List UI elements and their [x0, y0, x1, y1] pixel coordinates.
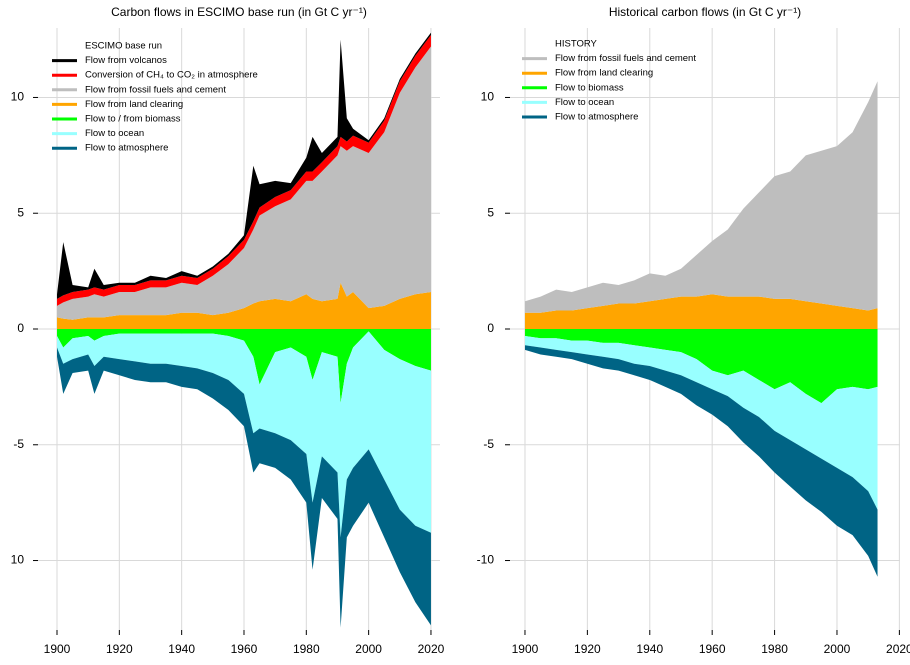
y-tick-label: 0: [487, 321, 494, 335]
area: [524, 329, 878, 404]
area: [524, 81, 878, 313]
x-tick-label: 1980: [293, 642, 320, 656]
area: [524, 335, 878, 510]
y-tick-label: 10: [11, 553, 25, 567]
area: [57, 282, 431, 329]
areas: [524, 81, 878, 577]
y-tick-label: 5: [487, 205, 494, 219]
legend-label: Flow to biomass: [555, 82, 624, 93]
x-tick-label: 1900: [44, 642, 71, 656]
y-tick-label: -5: [13, 437, 24, 451]
area: [57, 32, 431, 299]
chart-title: Carbon flows in ESCIMO base run (in Gt C…: [111, 5, 367, 19]
x-tick-label: 1940: [168, 642, 195, 656]
legend-label: Flow to / from biomass: [85, 114, 181, 125]
area: [57, 329, 431, 404]
y-tick-label: 10: [481, 90, 495, 104]
area: [524, 294, 878, 329]
areas: [57, 32, 431, 628]
x-tick-label: 1900: [512, 642, 539, 656]
area: [57, 46, 431, 320]
x-tick-label: 1940: [636, 642, 663, 656]
area: [57, 331, 431, 538]
y-tick-label: 5: [17, 205, 24, 219]
x-tick-label: 2020: [418, 642, 445, 656]
legend-title: HISTORY: [555, 39, 598, 50]
y-tick-label: -5: [483, 437, 494, 451]
x-tick-label: 1980: [761, 642, 788, 656]
y-tick-label: 10: [11, 90, 25, 104]
legend-label: Flow from land clearing: [85, 99, 183, 110]
legend-label: Flow to ocean: [85, 128, 144, 139]
x-tick-label: 1960: [699, 642, 726, 656]
panel: Carbon flows in ESCIMO base run (in Gt C…: [11, 5, 445, 656]
x-tick-label: 2000: [824, 642, 851, 656]
legend-label: Flow from land clearing: [555, 68, 653, 79]
legend-label: Flow from fossil fuels and cement: [555, 53, 696, 64]
area: [57, 347, 431, 628]
area: [524, 345, 878, 577]
x-tick-label: 1920: [574, 642, 601, 656]
legend-label: Flow from volcanos: [85, 55, 167, 66]
y-tick-label: 0: [17, 321, 24, 335]
chart-title: Historical carbon flows (in Gt C yr⁻¹): [609, 5, 801, 19]
legend-label: Flow to atmosphere: [555, 112, 638, 123]
x-tick-label: 1960: [231, 642, 258, 656]
panel: Historical carbon flows (in Gt C yr⁻¹) 19…: [477, 5, 910, 656]
x-tick-label: 1920: [106, 642, 133, 656]
legend-label: Flow to ocean: [555, 97, 614, 108]
y-tick-label: -10: [477, 553, 495, 567]
x-tick-label: 2020: [886, 642, 910, 656]
legend-label: Flow from fossil fuels and cement: [85, 84, 226, 95]
legend-title: ESCIMO base run: [85, 41, 162, 52]
legend-label: Conversion of CH₄ to CO₂ in atmosphere: [85, 70, 258, 81]
x-tick-label: 2000: [355, 642, 382, 656]
legend-label: Flow to atmosphere: [85, 143, 168, 154]
